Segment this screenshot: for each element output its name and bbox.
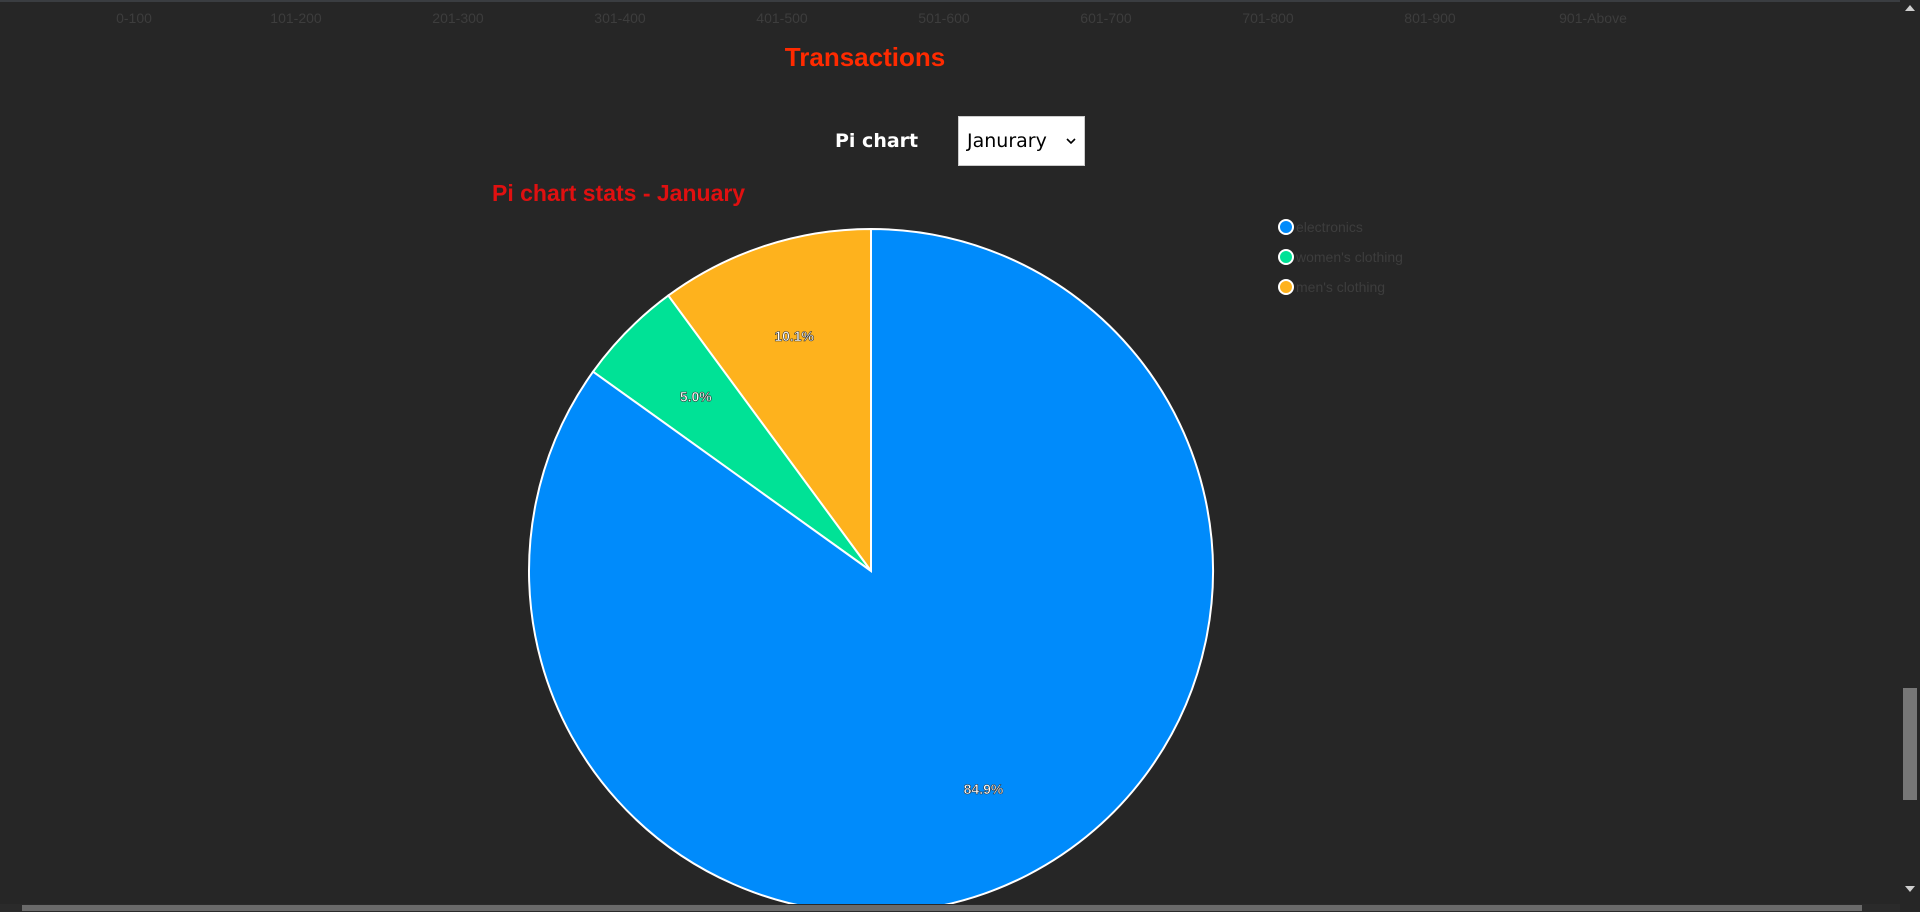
horizontal-scrollbar[interactable] bbox=[0, 904, 1900, 912]
scroll-down-arrow-icon[interactable] bbox=[1905, 886, 1915, 892]
top-divider bbox=[0, 0, 1920, 2]
legend-marker-mens-clothing bbox=[1278, 279, 1294, 295]
chevron-down-icon bbox=[1066, 138, 1076, 145]
pie-data-label-womens-clothing: 5.0% bbox=[680, 389, 712, 405]
chart-type-label: Pi chart bbox=[835, 130, 919, 152]
range-axis: 0-100 101-200 201-300 301-400 401-500 50… bbox=[0, 10, 1900, 32]
pie-slice-womens-clothing[interactable] bbox=[591, 294, 872, 572]
legend-item-electronics[interactable]: electronics bbox=[1278, 212, 1403, 242]
page-title: Transactions bbox=[784, 42, 946, 72]
range-label-0: 0-100 bbox=[116, 10, 152, 26]
legend-label-electronics: electronics bbox=[1296, 219, 1363, 235]
month-select[interactable]: Janurary bbox=[958, 116, 1085, 166]
vertical-scrollbar-thumb[interactable] bbox=[1903, 688, 1917, 800]
legend-label-womens-clothing: women's clothing bbox=[1296, 249, 1403, 265]
range-label-9: 901-Above bbox=[1559, 10, 1627, 26]
range-label-8: 801-900 bbox=[1404, 10, 1456, 26]
range-label-3: 301-400 bbox=[594, 10, 646, 26]
horizontal-scrollbar-thumb[interactable] bbox=[22, 905, 1862, 911]
pie-slice-electronics[interactable] bbox=[528, 227, 1214, 912]
range-label-4: 401-500 bbox=[756, 10, 808, 26]
legend-item-mens-clothing[interactable]: men's clothing bbox=[1278, 272, 1403, 302]
legend-marker-womens-clothing bbox=[1278, 249, 1294, 265]
range-label-2: 201-300 bbox=[432, 10, 484, 26]
scroll-up-arrow-icon[interactable] bbox=[1905, 5, 1915, 11]
range-label-6: 601-700 bbox=[1080, 10, 1132, 26]
pie-data-label-electronics: 84.9% bbox=[964, 781, 1004, 797]
vertical-scrollbar[interactable] bbox=[1900, 0, 1920, 906]
pie-slice-mens-clothing[interactable] bbox=[666, 227, 872, 575]
pie-data-label-mens-clothing: 10.1% bbox=[774, 328, 814, 344]
range-label-5: 501-600 bbox=[918, 10, 970, 26]
range-label-7: 701-800 bbox=[1242, 10, 1294, 26]
legend-marker-electronics bbox=[1278, 219, 1294, 235]
range-label-1: 101-200 bbox=[270, 10, 322, 26]
chart-title: Pi chart stats - January bbox=[492, 180, 746, 206]
legend-item-womens-clothing[interactable]: women's clothing bbox=[1278, 242, 1403, 272]
legend-label-mens-clothing: men's clothing bbox=[1296, 279, 1386, 295]
chart-legend: electronics women's clothing men's cloth… bbox=[1278, 212, 1403, 302]
month-select-value: Janurary bbox=[967, 130, 1047, 152]
